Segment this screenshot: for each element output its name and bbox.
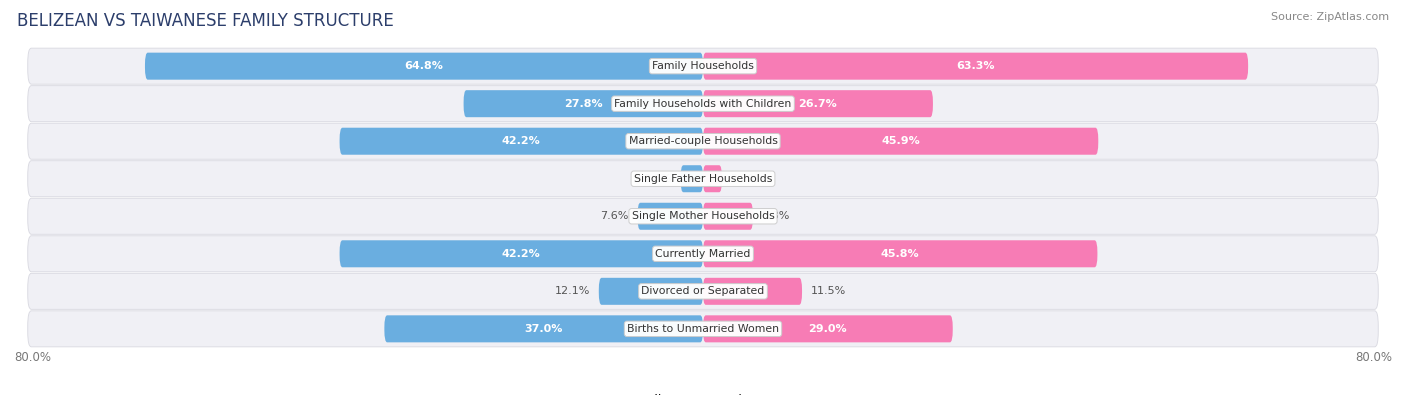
- FancyBboxPatch shape: [703, 278, 801, 305]
- Text: Married-couple Households: Married-couple Households: [628, 136, 778, 146]
- Text: 37.0%: 37.0%: [524, 324, 562, 334]
- Text: 42.2%: 42.2%: [502, 136, 541, 146]
- Text: Divorced or Separated: Divorced or Separated: [641, 286, 765, 296]
- FancyBboxPatch shape: [28, 48, 1378, 84]
- Text: 2.2%: 2.2%: [731, 174, 759, 184]
- FancyBboxPatch shape: [145, 53, 703, 80]
- FancyBboxPatch shape: [28, 86, 1378, 122]
- FancyBboxPatch shape: [384, 315, 703, 342]
- FancyBboxPatch shape: [703, 90, 934, 117]
- FancyBboxPatch shape: [637, 203, 703, 230]
- FancyBboxPatch shape: [28, 273, 1378, 309]
- Text: 63.3%: 63.3%: [956, 61, 995, 71]
- Text: 29.0%: 29.0%: [808, 324, 848, 334]
- Text: 7.6%: 7.6%: [600, 211, 628, 221]
- FancyBboxPatch shape: [28, 198, 1378, 234]
- Text: 2.6%: 2.6%: [644, 174, 672, 184]
- FancyBboxPatch shape: [28, 311, 1378, 347]
- Text: Single Mother Households: Single Mother Households: [631, 211, 775, 221]
- Text: 45.9%: 45.9%: [882, 136, 920, 146]
- Text: 5.8%: 5.8%: [762, 211, 790, 221]
- FancyBboxPatch shape: [703, 53, 1249, 80]
- Text: Family Households: Family Households: [652, 61, 754, 71]
- Text: 27.8%: 27.8%: [564, 99, 603, 109]
- Text: 64.8%: 64.8%: [405, 61, 443, 71]
- FancyBboxPatch shape: [703, 240, 1098, 267]
- Text: 80.0%: 80.0%: [1355, 351, 1392, 364]
- Text: Single Father Households: Single Father Households: [634, 174, 772, 184]
- FancyBboxPatch shape: [703, 128, 1098, 155]
- FancyBboxPatch shape: [340, 128, 703, 155]
- Text: 80.0%: 80.0%: [14, 351, 51, 364]
- Legend: Belizean, Taiwanese: Belizean, Taiwanese: [616, 394, 790, 395]
- FancyBboxPatch shape: [703, 315, 953, 342]
- Text: Births to Unmarried Women: Births to Unmarried Women: [627, 324, 779, 334]
- Text: 45.8%: 45.8%: [882, 249, 920, 259]
- FancyBboxPatch shape: [28, 123, 1378, 159]
- FancyBboxPatch shape: [28, 236, 1378, 272]
- Text: Currently Married: Currently Married: [655, 249, 751, 259]
- FancyBboxPatch shape: [464, 90, 703, 117]
- Text: 26.7%: 26.7%: [799, 99, 838, 109]
- FancyBboxPatch shape: [681, 165, 703, 192]
- Text: Family Households with Children: Family Households with Children: [614, 99, 792, 109]
- FancyBboxPatch shape: [28, 161, 1378, 197]
- Text: BELIZEAN VS TAIWANESE FAMILY STRUCTURE: BELIZEAN VS TAIWANESE FAMILY STRUCTURE: [17, 12, 394, 30]
- FancyBboxPatch shape: [599, 278, 703, 305]
- FancyBboxPatch shape: [340, 240, 703, 267]
- Text: Source: ZipAtlas.com: Source: ZipAtlas.com: [1271, 12, 1389, 22]
- Text: 11.5%: 11.5%: [811, 286, 846, 296]
- FancyBboxPatch shape: [703, 203, 754, 230]
- Text: 42.2%: 42.2%: [502, 249, 541, 259]
- FancyBboxPatch shape: [703, 165, 721, 192]
- Text: 12.1%: 12.1%: [555, 286, 591, 296]
